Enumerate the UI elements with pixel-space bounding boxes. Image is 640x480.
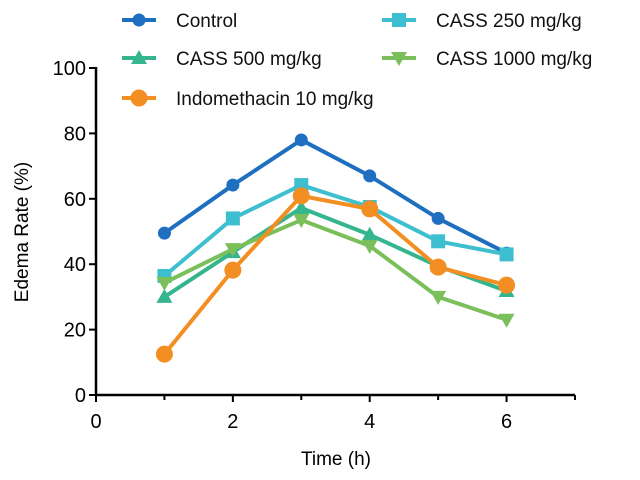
series-line [163, 205, 508, 299]
legend-marker [391, 52, 407, 66]
data-point [361, 239, 378, 254]
y-tick-label: 100 [53, 58, 86, 80]
data-point [292, 187, 310, 205]
data-point [224, 243, 241, 258]
legend-marker [392, 13, 406, 27]
y-tick-label: 40 [64, 254, 86, 276]
legend-marker [130, 89, 148, 107]
legend-marker [132, 13, 146, 27]
legend-label: CASS 250 mg/kg [436, 11, 582, 32]
x-tick-label: 2 [227, 411, 238, 433]
data-point [429, 258, 447, 276]
data-point [155, 345, 173, 363]
y-tick-label: 80 [64, 123, 86, 145]
legend-label: CASS 1000 mg/kg [436, 49, 592, 70]
data-point [431, 234, 446, 249]
data-point [293, 214, 310, 229]
x-tick-label: 0 [90, 411, 101, 433]
legend-item: Control [122, 11, 237, 32]
series-cass-500-mg-kg [156, 199, 515, 303]
data-point [361, 226, 378, 241]
x-axis-label: Time (h) [301, 449, 371, 470]
data-point [499, 247, 514, 262]
legend-label: CASS 500 mg/kg [176, 49, 322, 70]
series-line [163, 218, 508, 322]
series-line [163, 183, 507, 278]
data-point [363, 169, 377, 183]
data-point [498, 276, 516, 294]
data-point [225, 211, 240, 226]
y-axis-label: Edema Rate (%) [12, 162, 33, 302]
data-point [293, 199, 310, 214]
y-tick-label: 60 [64, 189, 86, 211]
legend-item: CASS 250 mg/kg [382, 11, 582, 32]
data-point [431, 211, 445, 225]
legend: Control CASS 250 mg/kg CASS 500 mg/kg CASS … [122, 11, 592, 110]
series-indomethacin-10-mg-kg [155, 187, 516, 363]
x-tick-label: 4 [364, 411, 375, 433]
series-cass-1000-mg-kg [156, 214, 515, 328]
plot-area [155, 133, 516, 363]
data-point [157, 226, 171, 240]
axes: 0 20 40 60 80 100 0 2 4 6 [53, 58, 576, 433]
data-point [224, 261, 242, 279]
data-point [361, 200, 379, 218]
legend-item: Indomethacin 10 mg/kg [122, 89, 374, 110]
legend-marker [131, 50, 147, 64]
data-point [498, 313, 515, 328]
legend-label: Indomethacin 10 mg/kg [176, 89, 374, 110]
legend-item: CASS 500 mg/kg [122, 49, 322, 70]
data-point [430, 290, 447, 305]
legend-label: Control [176, 11, 237, 32]
series-line [163, 137, 508, 255]
y-tick-label: 0 [75, 385, 86, 407]
data-point [226, 178, 240, 192]
data-point [156, 276, 173, 291]
y-tick-label: 20 [64, 320, 86, 342]
data-point [294, 133, 308, 147]
data-point [156, 288, 173, 303]
x-tick-label: 6 [501, 411, 512, 433]
series-line [162, 193, 508, 356]
legend-item: CASS 1000 mg/kg [382, 49, 592, 70]
